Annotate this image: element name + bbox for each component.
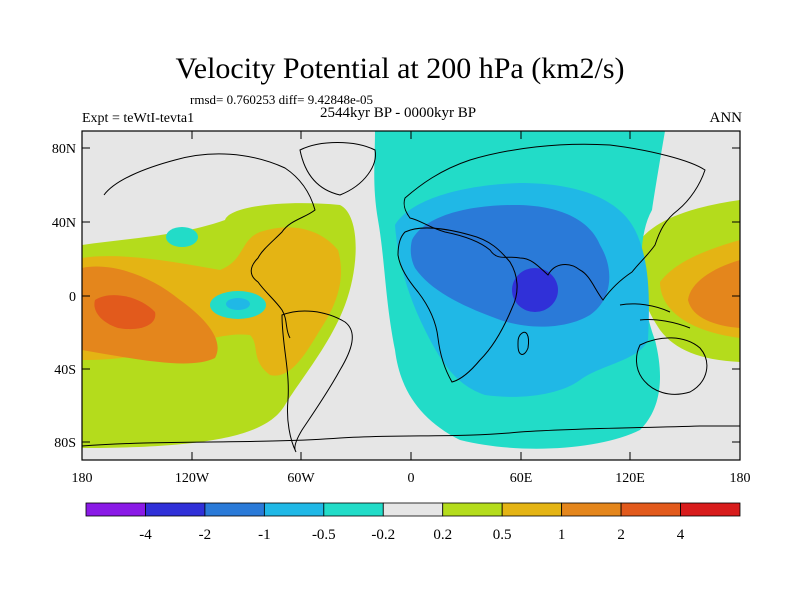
lon-label-0: 0: [408, 471, 415, 486]
lon-label-60e: 60E: [510, 471, 533, 486]
contour-negative-pocket-atlantic: [166, 227, 198, 247]
coastlines: [82, 142, 740, 453]
colorbar-swatch: [501, 502, 563, 517]
colorbar-swatch: [323, 502, 384, 517]
lon-label-120e: 120E: [615, 471, 645, 486]
coast-antarctica: [82, 425, 740, 447]
coast-greenland: [299, 142, 376, 196]
experiment-label: Expt = teWtI-tevta1: [82, 111, 195, 126]
map-title: Velocity Potential at 200 hPa (km2/s): [175, 52, 625, 85]
season-label: ANN: [709, 110, 743, 126]
colorbar-swatch: [263, 502, 325, 517]
stats-label: rmsd= 0.760253 diff= 9.42848e-05: [190, 92, 374, 107]
coast-africa: [397, 227, 518, 383]
colorbar-swatch: [204, 502, 265, 517]
lat-label-0: 0: [69, 290, 76, 305]
contour-negative-peak: [512, 268, 558, 312]
contour-positive-peak: [94, 295, 156, 330]
period-label: 2544kyr BP - 0000kyr BP: [320, 105, 477, 121]
lon-axis: [191, 131, 631, 460]
colorbar-label: 2: [617, 527, 625, 543]
colorbar-label: -0.5: [312, 527, 336, 543]
colorbar-label: 1: [558, 527, 566, 543]
coast-madagascar: [517, 331, 529, 355]
coast-north-america: [103, 153, 316, 339]
colorbar-label: -1: [258, 527, 271, 543]
contour-field: [82, 131, 740, 460]
lat-label-80s: 80S: [54, 436, 76, 451]
lon-label-60w: 60W: [287, 471, 315, 486]
contour-positive-high-east: [688, 260, 740, 328]
colorbar-label: 0.5: [493, 527, 512, 543]
colorbar-label: -4: [139, 527, 152, 543]
coast-australia: [636, 337, 708, 395]
colorbar-swatch: [680, 502, 741, 517]
colorbar-swatch: [620, 502, 681, 517]
lat-axis: [82, 147, 740, 443]
colorbar-swatch: [85, 502, 146, 517]
colorbar-label: 4: [677, 527, 685, 543]
lon-label-180e: 180: [730, 471, 751, 486]
colorbar-label: -2: [199, 527, 212, 543]
coast-south-america: [281, 310, 353, 453]
lat-label-40s: 40S: [54, 363, 76, 378]
lat-label-40n: 40N: [52, 216, 76, 231]
colorbar: -4 -2 -1 -0.5 -0.2 0.2 0.5 1 2 4: [85, 502, 741, 543]
colorbar-label: 0.2: [433, 527, 452, 543]
coast-europe-asia: [403, 143, 706, 301]
colorbar-swatch: [382, 502, 444, 517]
lat-label-80n: 80N: [52, 142, 76, 157]
colorbar-label: -0.2: [371, 527, 395, 543]
lon-label-180w: 180: [72, 471, 93, 486]
coast-indonesia: [619, 303, 691, 329]
colorbar-swatch: [442, 502, 503, 517]
colorbar-swatch: [561, 502, 622, 517]
lon-label-120w: 120W: [175, 471, 210, 486]
colorbar-swatch: [145, 502, 206, 517]
contour-negative-pocket-core: [226, 298, 250, 310]
